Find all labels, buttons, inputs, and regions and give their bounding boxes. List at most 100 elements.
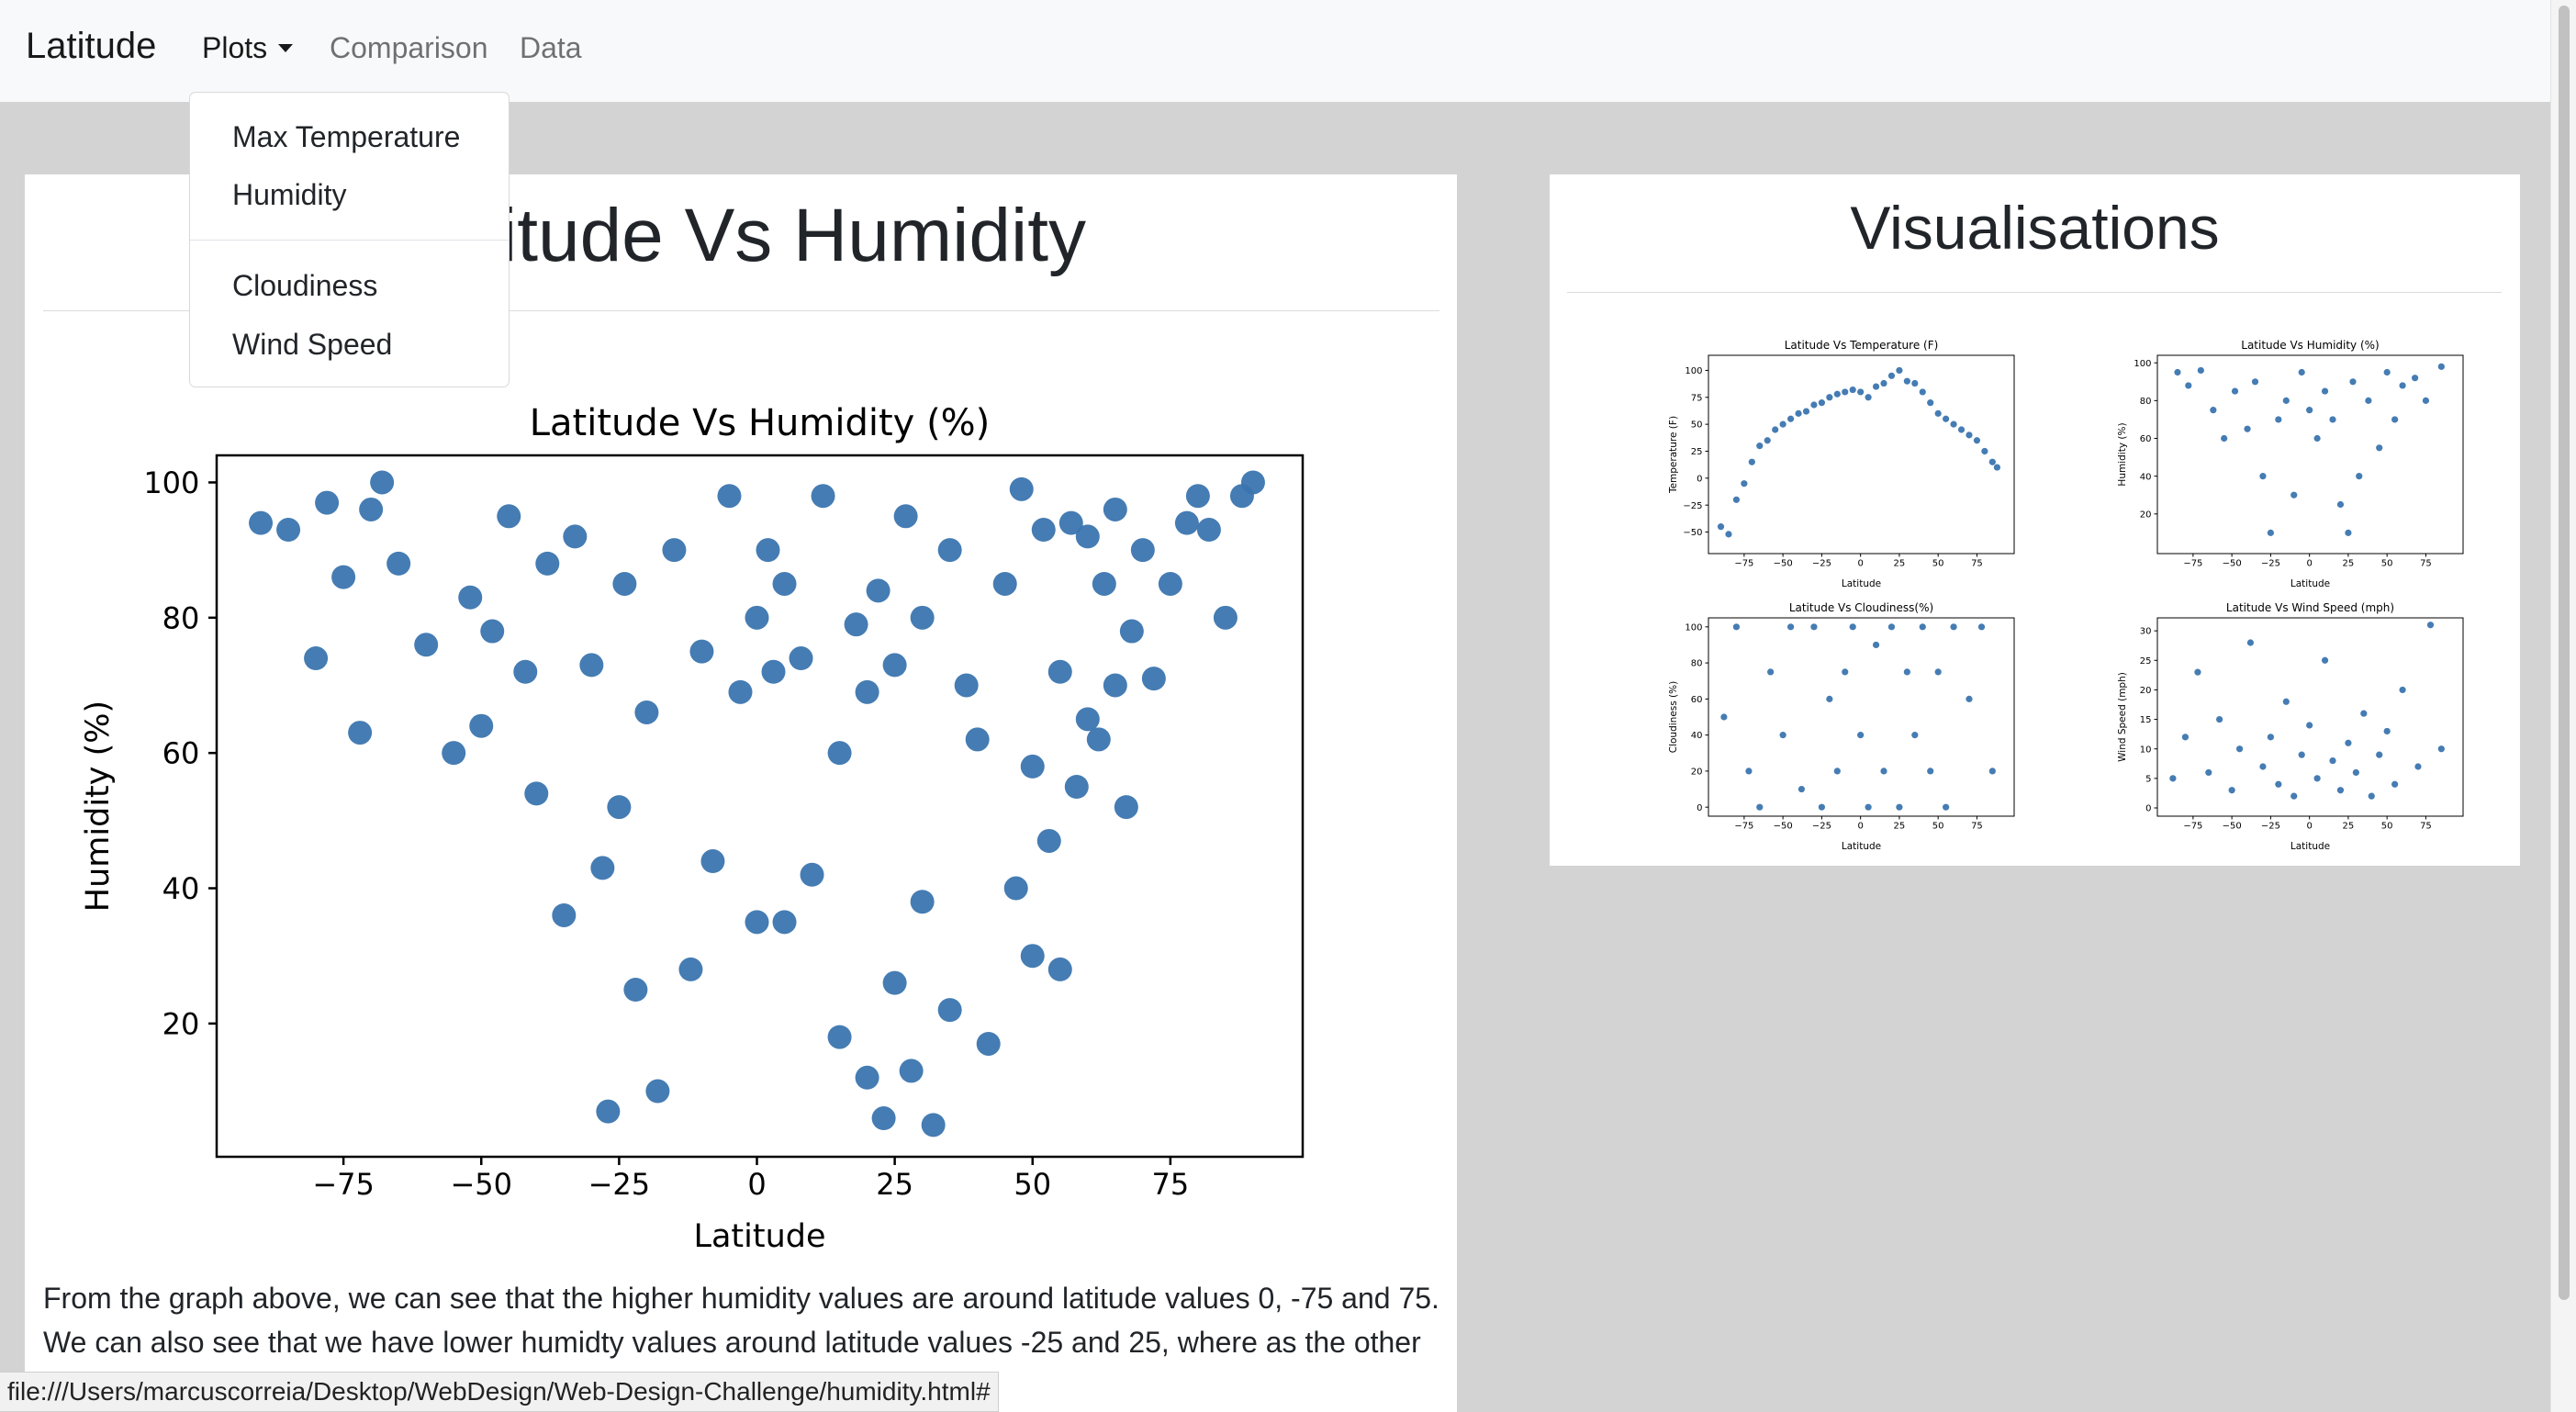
point — [871, 1106, 896, 1131]
x-tick-label: 25 — [1894, 559, 1906, 569]
point — [1779, 420, 1786, 428]
point — [772, 571, 797, 596]
point — [276, 518, 301, 543]
point — [1872, 641, 1880, 649]
dropdown-divider — [190, 240, 509, 241]
point — [1720, 713, 1728, 721]
point — [1732, 496, 1741, 503]
point — [2169, 775, 2177, 782]
point — [1865, 394, 1872, 401]
x-tick-label: 25 — [2343, 822, 2355, 832]
x-tick-label: 50 — [2381, 822, 2393, 832]
point — [563, 524, 588, 549]
point — [331, 565, 356, 589]
y-axis-label: Humidity (%) — [2117, 422, 2128, 486]
point — [1966, 431, 1973, 439]
point — [2231, 387, 2239, 395]
plot-frame — [1708, 617, 2015, 817]
point — [844, 612, 868, 637]
point — [1114, 795, 1138, 820]
point — [1213, 605, 1238, 630]
point — [1896, 803, 1903, 811]
point — [1141, 667, 1166, 691]
plot-title: Latitude Vs Humidity (%) — [2241, 339, 2379, 352]
point — [552, 902, 577, 927]
divider — [1567, 292, 2502, 293]
point — [1842, 388, 1849, 396]
point — [2352, 768, 2359, 777]
x-tick-label: 75 — [1971, 822, 1983, 832]
y-tick-label: 80 — [162, 600, 200, 635]
dropdown-item[interactable]: Humidity — [232, 178, 347, 211]
point — [1020, 754, 1045, 779]
y-tick-label: 60 — [162, 736, 200, 771]
divider — [43, 310, 1439, 311]
x-tick-label: −75 — [312, 1167, 375, 1202]
dropdown-item[interactable]: Wind Speed — [232, 328, 393, 361]
plot-title: Latitude Vs Temperature (F) — [1785, 339, 1939, 352]
x-tick-label: 0 — [2306, 822, 2312, 832]
x-tick-label: −25 — [1812, 559, 1831, 569]
y-tick-label: 10 — [2140, 745, 2152, 755]
point — [1047, 659, 1072, 684]
point — [1934, 668, 1942, 676]
nav-data[interactable]: Data — [520, 31, 582, 64]
point — [1103, 497, 1127, 521]
point — [370, 470, 395, 495]
point — [2235, 745, 2244, 753]
point — [2244, 425, 2251, 432]
x-axis-label: Latitude — [2290, 841, 2330, 852]
point — [1903, 377, 1910, 385]
scroll-thumb[interactable] — [2559, 6, 2570, 1300]
point — [2437, 363, 2445, 370]
nav-comparison[interactable]: Comparison — [330, 31, 488, 64]
point — [937, 998, 962, 1023]
point — [1748, 458, 1755, 465]
point — [1003, 876, 1028, 901]
brand[interactable]: Latitude — [26, 26, 157, 66]
point — [612, 571, 637, 596]
plot-frame — [1708, 354, 2015, 555]
point — [1810, 401, 1818, 409]
point — [2336, 787, 2345, 794]
point — [1036, 828, 1061, 853]
y-tick-label: 0 — [2145, 804, 2151, 814]
x-tick-label: −50 — [2223, 559, 2242, 569]
point — [386, 551, 411, 576]
dropdown-item[interactable]: Max Temperature — [232, 120, 461, 153]
point — [2345, 529, 2352, 536]
point — [1810, 623, 1818, 631]
y-tick-label: 50 — [1691, 420, 1703, 431]
x-tick-label: 0 — [1857, 822, 1863, 832]
point — [623, 978, 648, 1003]
point — [1872, 383, 1880, 390]
point — [1009, 476, 1034, 501]
dropdown-item[interactable]: Cloudiness — [232, 269, 378, 302]
point — [789, 646, 813, 671]
point — [2194, 668, 2201, 676]
point — [662, 538, 687, 563]
point — [745, 605, 769, 630]
point — [2329, 416, 2336, 423]
point — [1174, 510, 1199, 535]
point — [1158, 571, 1182, 596]
point — [590, 856, 615, 880]
navbar: Latitude Plots Comparison Data — [0, 0, 2551, 102]
point — [579, 653, 604, 678]
y-tick-label: 25 — [2140, 656, 2152, 667]
point — [761, 659, 786, 684]
point — [1075, 524, 1100, 549]
y-tick-label: 100 — [1685, 366, 1702, 376]
point — [607, 795, 632, 820]
point — [480, 619, 505, 644]
point — [2259, 763, 2267, 770]
point — [2321, 656, 2329, 664]
x-axis-label: Latitude — [1842, 578, 1881, 589]
point — [359, 497, 384, 521]
point — [976, 1031, 1001, 1056]
status-bar: file:///Users/marcuscorreia/Desktop/WebD… — [0, 1372, 999, 1412]
point — [1020, 944, 1045, 969]
point — [2298, 751, 2305, 758]
nav-plots[interactable]: Plots — [202, 31, 293, 65]
